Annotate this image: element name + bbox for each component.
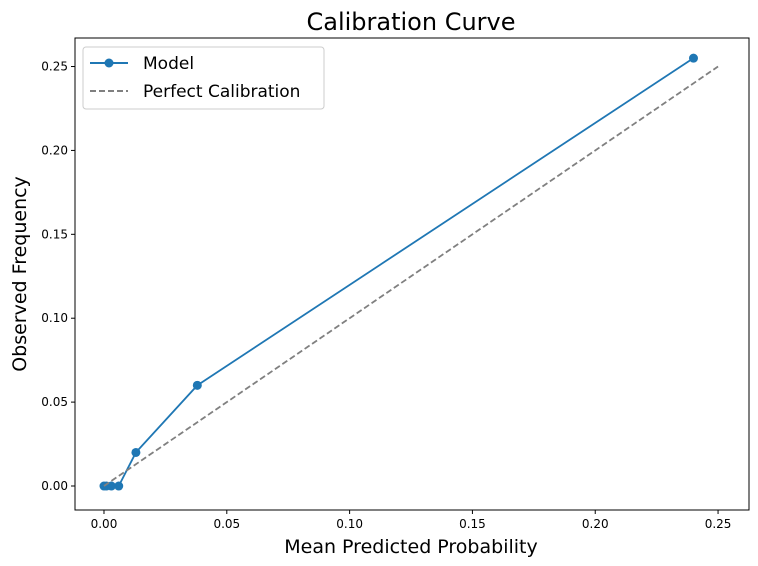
model-point bbox=[192, 380, 202, 390]
x-tick-label: 0.15 bbox=[459, 517, 486, 531]
model-point bbox=[106, 481, 116, 491]
y-tick-label: 0.05 bbox=[41, 395, 68, 409]
y-axis-label: Observed Frequency bbox=[9, 176, 31, 372]
chart-title: Calibration Curve bbox=[306, 8, 515, 36]
x-tick-label: 0.20 bbox=[582, 517, 609, 531]
legend-model-label: Model bbox=[143, 54, 194, 74]
model-point bbox=[688, 53, 698, 63]
series-line-model bbox=[103, 57, 694, 487]
y-tick-label: 0.20 bbox=[41, 143, 68, 157]
legend-model-marker bbox=[104, 58, 114, 68]
legend-perfect-label: Perfect Calibration bbox=[143, 82, 300, 102]
y-tick-label: 0.10 bbox=[41, 311, 68, 325]
x-tick-label: 0.00 bbox=[91, 517, 118, 531]
y-tick-label: 0.00 bbox=[41, 479, 68, 493]
series-line-perfect-calibration bbox=[103, 65, 719, 487]
model-point bbox=[114, 481, 124, 491]
x-tick-label: 0.10 bbox=[336, 517, 363, 531]
legend: Model Perfect Calibration bbox=[82, 46, 325, 110]
x-tick-label: 0.25 bbox=[705, 517, 732, 531]
x-axis-label: Mean Predicted Probability bbox=[284, 536, 537, 558]
y-tick-label: 0.25 bbox=[41, 60, 68, 74]
plot-area bbox=[74, 37, 750, 511]
y-tick-label: 0.15 bbox=[41, 227, 68, 241]
model-point bbox=[131, 447, 141, 457]
x-tick-label: 0.05 bbox=[213, 517, 240, 531]
